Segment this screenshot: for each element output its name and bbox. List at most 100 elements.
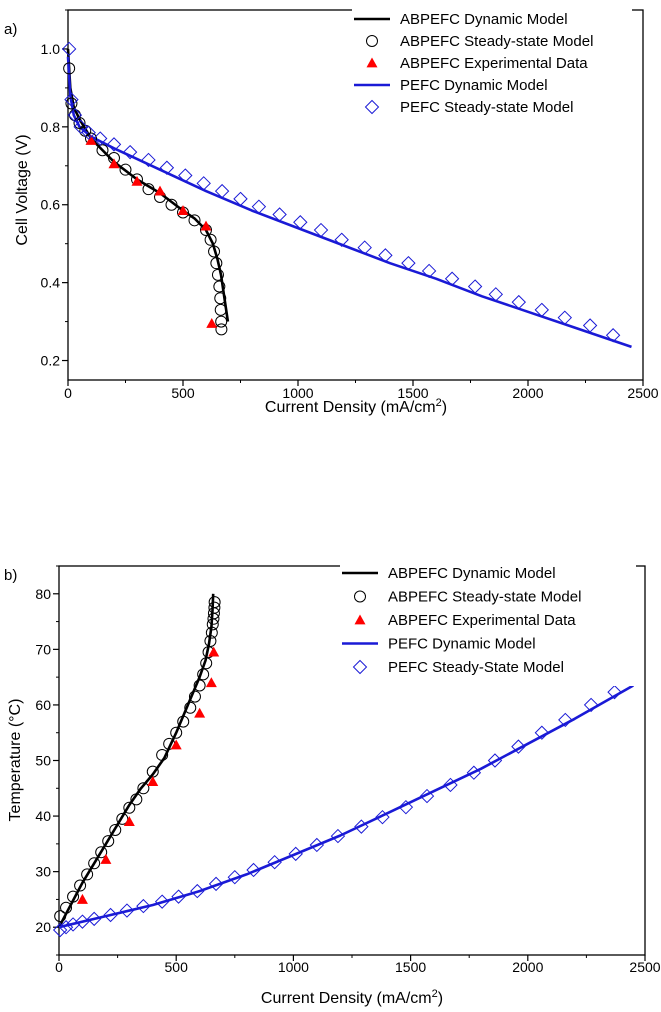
legend-label: PEFC Steady-State Model <box>388 659 564 676</box>
y-tick-label: 0.2 <box>41 353 61 369</box>
legend-swatch <box>364 99 380 115</box>
legend: ABPEFC Dynamic Model ABPEFC Steady-state … <box>352 8 632 120</box>
data-point <box>246 862 261 878</box>
x-tick-label: 500 <box>171 385 195 401</box>
x-tick-label: 0 <box>64 385 72 401</box>
data-point <box>215 315 228 328</box>
data-point <box>65 917 81 932</box>
data-point <box>334 232 349 247</box>
data-point <box>401 255 416 271</box>
data-point <box>193 679 206 692</box>
legend: ABPEFC Dynamic Model ABPEFC Steady-state … <box>340 562 636 686</box>
data-point <box>102 835 115 848</box>
data-point <box>208 601 221 614</box>
data-point <box>67 890 80 903</box>
data-point <box>81 868 94 881</box>
data-point <box>58 920 74 935</box>
data-point <box>444 271 460 286</box>
y-tick-label: 50 <box>35 753 51 769</box>
y-tick-label: 60 <box>35 697 51 713</box>
data-point <box>467 279 483 294</box>
data-point <box>60 901 73 914</box>
data-point <box>141 152 156 168</box>
legend-label: ABPEFC Experimental Data <box>388 612 576 629</box>
data-point <box>109 823 122 836</box>
x-tick-label: 2500 <box>627 385 658 401</box>
y-tick-label: 20 <box>35 919 51 935</box>
data-point <box>154 894 170 909</box>
data-point <box>85 134 97 145</box>
data-point <box>108 158 120 169</box>
data-point <box>156 748 169 761</box>
data-point <box>205 626 218 639</box>
series-line <box>66 48 230 322</box>
x-tick-label: 0 <box>55 959 63 975</box>
data-point <box>75 914 90 929</box>
legend-swatch <box>354 590 366 603</box>
data-point <box>214 303 227 316</box>
data-point <box>95 846 108 859</box>
data-point <box>171 889 186 904</box>
legend-label: PEFC Dynamic Model <box>400 77 548 94</box>
data-point <box>154 185 166 196</box>
chart-panel-a: a) Current Density (mA/cm2) Cell Voltage… <box>4 8 659 416</box>
data-point <box>208 646 220 657</box>
data-point <box>165 198 178 211</box>
chart-panel-b: b) Current Density (mA/cm2) Temperature … <box>4 562 661 1007</box>
data-point <box>103 907 118 923</box>
data-point <box>211 268 224 281</box>
data-point <box>233 191 248 207</box>
data-point <box>122 144 138 160</box>
data-point <box>488 287 504 302</box>
data-point <box>208 596 221 609</box>
data-point <box>288 846 303 862</box>
data-point <box>88 857 101 870</box>
data-point <box>63 62 76 75</box>
data-point <box>131 175 143 186</box>
data-point <box>487 753 503 768</box>
x-tick-label: 1000 <box>278 959 309 975</box>
data-point <box>208 245 221 258</box>
y-axis-title: Temperature (°C) <box>7 699 24 822</box>
panel-label: b) <box>4 567 17 584</box>
data-point <box>534 725 550 740</box>
data-point <box>190 883 205 899</box>
data-point <box>86 911 102 927</box>
legend-label: ABPEFC Steady-state Model <box>400 33 593 50</box>
data-point <box>354 819 369 834</box>
data-point <box>123 801 136 814</box>
x-tick-label: 500 <box>165 959 189 975</box>
legend-swatch <box>354 614 366 625</box>
data-point <box>272 207 287 222</box>
data-point <box>605 328 621 343</box>
data-point <box>208 876 224 892</box>
data-point <box>558 712 573 728</box>
y-tick-label: 0.6 <box>41 197 61 213</box>
legend-swatch <box>366 35 378 47</box>
data-point <box>398 799 414 815</box>
data-point <box>159 160 175 175</box>
x-tick-label: 1500 <box>397 385 428 401</box>
data-point <box>210 257 223 270</box>
legend-label: PEFC Dynamic Model <box>388 636 536 653</box>
legend-background <box>352 8 632 120</box>
data-point <box>534 302 550 318</box>
x-tick-label: 1500 <box>395 959 426 975</box>
data-point <box>106 137 122 152</box>
data-point <box>511 294 527 310</box>
panel-label: a) <box>4 21 17 38</box>
data-point <box>147 776 159 787</box>
data-point <box>214 183 230 199</box>
data-point <box>96 144 109 157</box>
data-point <box>67 107 83 123</box>
data-point <box>178 168 193 183</box>
data-point <box>607 684 622 700</box>
data-point <box>137 782 150 795</box>
data-point <box>200 220 212 231</box>
data-point <box>73 119 88 135</box>
data-point <box>293 215 308 230</box>
data-point <box>52 922 68 938</box>
y-tick-label: 0.4 <box>41 275 61 291</box>
data-point <box>81 125 96 140</box>
